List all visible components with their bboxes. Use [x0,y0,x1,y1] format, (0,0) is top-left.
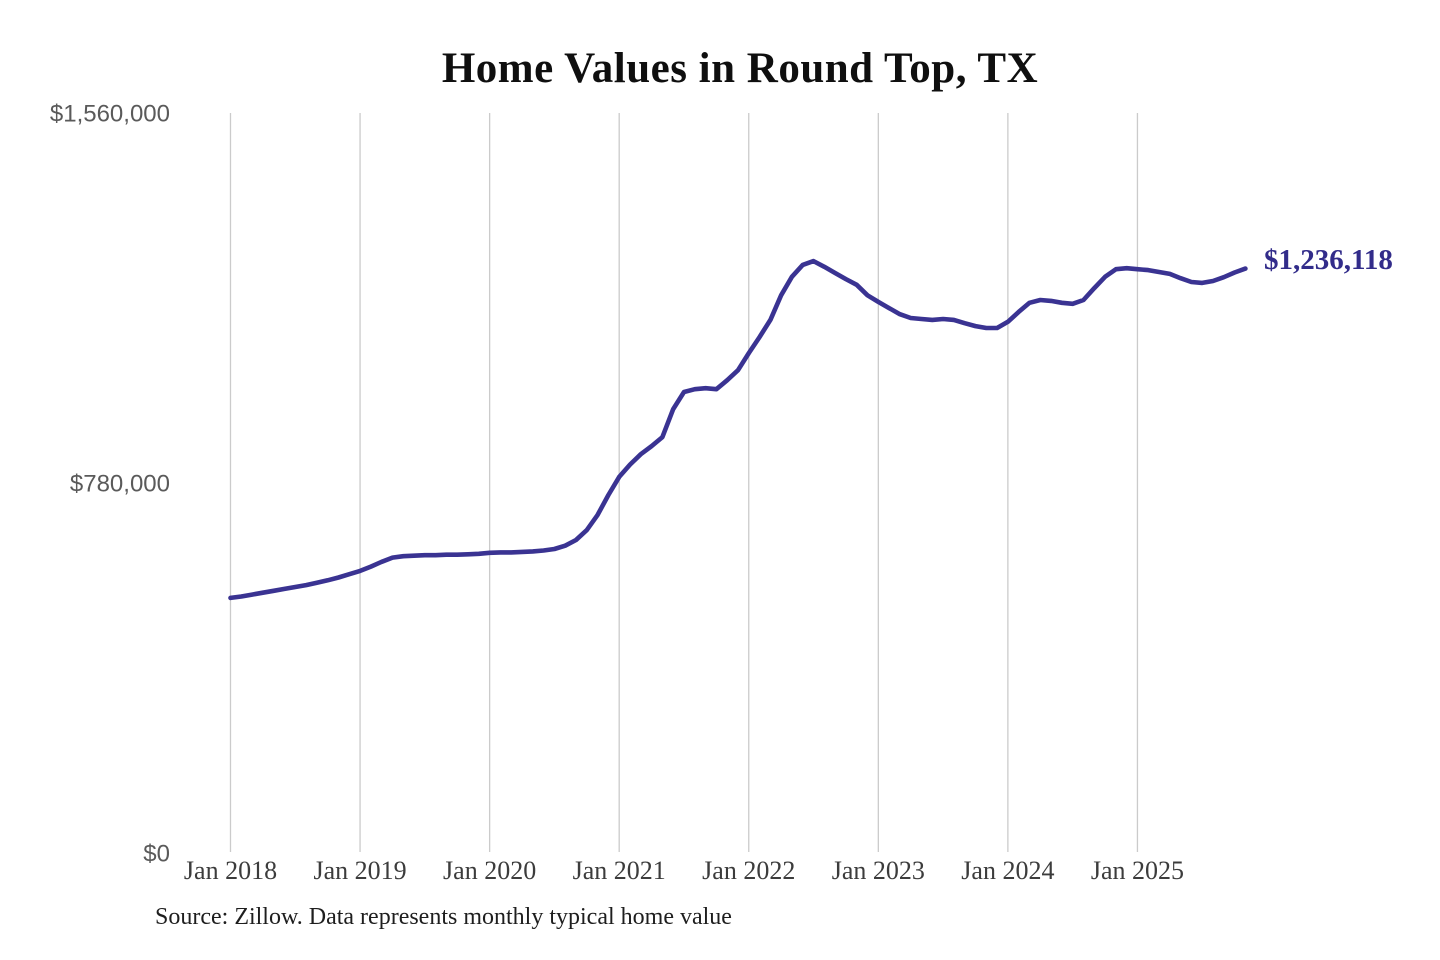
x-axis-label-jan-2025: Jan 2025 [1090,856,1185,885]
source-note: Source: Zillow. Data represents monthly … [155,904,732,930]
x-axis-label-jan-2020: Jan 2020 [443,856,537,885]
x-axis-label-jan-2018: Jan 2018 [183,856,278,885]
latest-value-label: $1,236,118 [1264,244,1393,276]
vertical-gridlines [229,113,1139,852]
home-value-line-series [228,258,1248,601]
y-axis-label-1560000: $1,560,000 [49,100,170,128]
y-axis-label-0: $0 [143,840,170,868]
x-axis-label-jan-2023: Jan 2023 [831,856,925,885]
y-axis-label-780000: $780,000 [69,470,170,498]
x-axis-label-jan-2021: Jan 2021 [572,856,666,885]
x-axis-label-jan-2019: Jan 2019 [313,856,407,885]
x-axis-label-jan-2024: Jan 2024 [961,856,1055,885]
chart-title: Home Values in Round Top, TX [441,45,1039,92]
x-axis-label-jan-2022: Jan 2022 [702,856,796,885]
